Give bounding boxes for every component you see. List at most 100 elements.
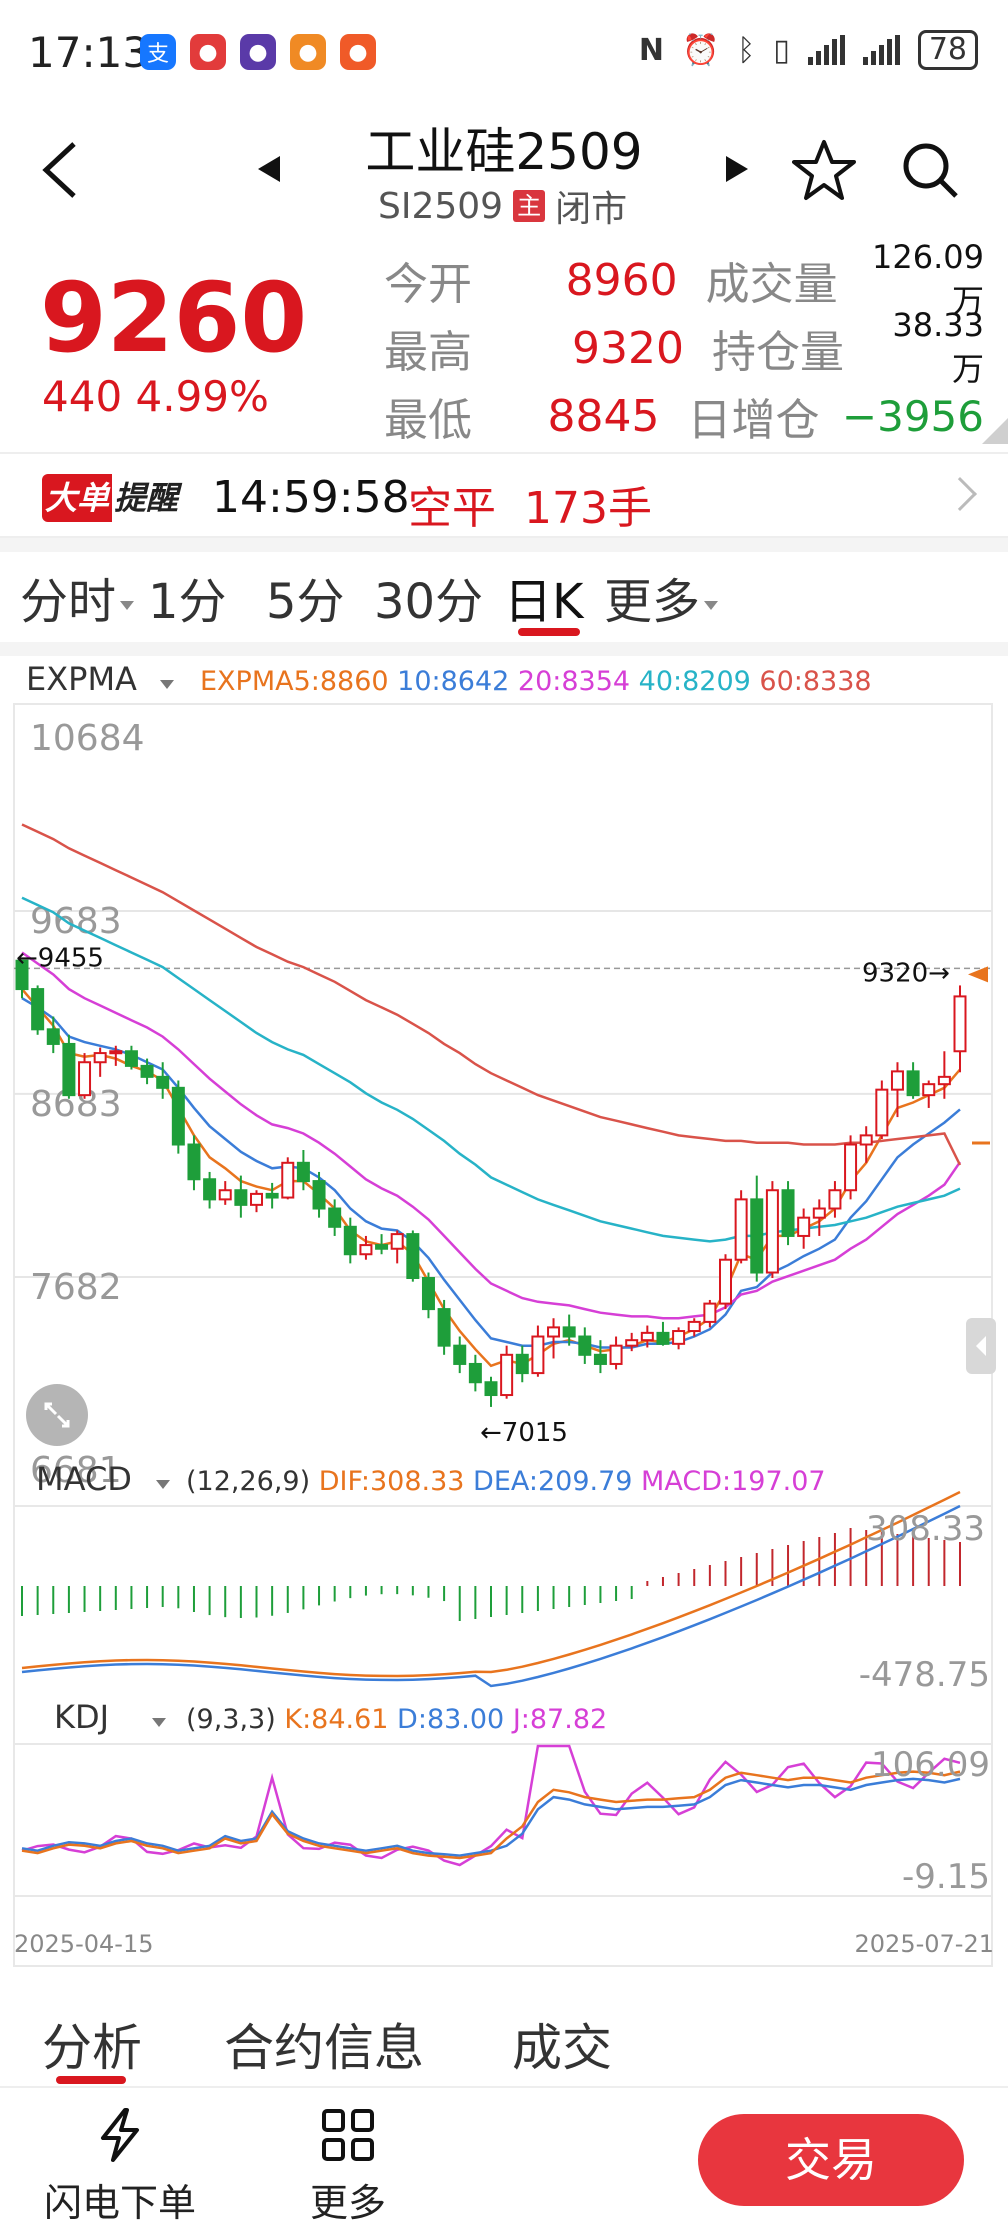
candle-body bbox=[265, 1192, 279, 1199]
next-contract-icon[interactable] bbox=[726, 156, 748, 182]
prev-contract-icon[interactable] bbox=[258, 156, 280, 182]
legend-item: MACD:197.07 bbox=[632, 1466, 825, 1497]
candle-body bbox=[406, 1233, 420, 1280]
tab-label: 30分 bbox=[374, 574, 484, 630]
quote-value: 9320 bbox=[572, 322, 684, 374]
candle-body bbox=[93, 1052, 107, 1064]
signal2-icon bbox=[862, 35, 900, 65]
candle-body bbox=[672, 1330, 686, 1345]
candle-body bbox=[187, 1143, 201, 1181]
trade-button[interactable]: 交易 bbox=[698, 2114, 964, 2206]
contract-code: SI2509 bbox=[378, 185, 504, 227]
candle-body bbox=[468, 1362, 482, 1384]
candle-body bbox=[109, 1050, 123, 1055]
bottom-tab[interactable]: 合约信息 bbox=[224, 2019, 424, 2077]
tab-period[interactable]: 更多 bbox=[604, 562, 719, 632]
candle-body bbox=[640, 1331, 654, 1342]
candle-body bbox=[687, 1320, 701, 1333]
price-change: 440 4.99% bbox=[42, 372, 269, 421]
tab-period[interactable]: 分时 bbox=[20, 562, 135, 632]
big-order-alert[interactable]: 大单 提醒 14:59:58 空平 173手 bbox=[0, 452, 1008, 538]
candle-body bbox=[875, 1088, 889, 1137]
star-icon[interactable] bbox=[792, 138, 856, 202]
legend-item: 40:8209 bbox=[630, 666, 751, 697]
expma-line-20 bbox=[21, 951, 962, 1320]
dropdown-icon bbox=[152, 1718, 166, 1727]
bottom-tab[interactable]: 成交 bbox=[512, 2019, 612, 2077]
quote-label: 成交量 bbox=[705, 259, 838, 310]
k-line bbox=[21, 1770, 961, 1860]
fullscreen-icon[interactable] bbox=[26, 1384, 88, 1446]
macd-min-label: -478.75 bbox=[859, 1655, 990, 1695]
candle-body bbox=[906, 1070, 920, 1097]
bluetooth-icon: ᛒ bbox=[737, 32, 756, 68]
app-purple-icon: ● bbox=[240, 34, 276, 70]
quote-row: 最低 8845 日增仓 −3956 bbox=[384, 382, 984, 450]
tab-period[interactable]: 5分 bbox=[266, 562, 345, 632]
tab-period[interactable]: 日K bbox=[504, 562, 583, 632]
flash-order-button[interactable]: 闪电下单 bbox=[40, 2108, 200, 2227]
dropdown-icon bbox=[704, 600, 719, 610]
kline-chart[interactable]: EXPMA EXPMA5:8860 10:8642 20:8354 40:8209… bbox=[0, 656, 1008, 1986]
indicator-name: KDJ bbox=[54, 1698, 109, 1736]
legend-item: DEA:209.79 bbox=[464, 1466, 632, 1497]
legend-item: DIF:308.33 bbox=[310, 1466, 464, 1497]
back-icon[interactable] bbox=[40, 140, 80, 200]
candle-body bbox=[890, 1070, 904, 1091]
quote-grid: 今开 8960 成交量 126.09万 最高 9320 持仓量 38.33万 最低 8845 日增仓… bbox=[384, 238, 984, 450]
alert-time: 14:59:58 bbox=[212, 472, 410, 523]
kdj-max-label: 106.09 bbox=[871, 1745, 990, 1785]
candle-body bbox=[578, 1335, 592, 1356]
status-right: N ⏰ ᛒ ▯ 78 bbox=[639, 30, 978, 70]
candle-body bbox=[78, 1061, 92, 1097]
candle-body bbox=[515, 1353, 529, 1375]
last-price: 9260 bbox=[40, 262, 308, 374]
search-icon[interactable] bbox=[900, 140, 960, 200]
candle-body bbox=[250, 1192, 263, 1206]
candle-body bbox=[625, 1339, 639, 1347]
dropdown-icon bbox=[160, 680, 174, 689]
legend-item: EXPMA5:8860 bbox=[200, 666, 389, 697]
candle-body bbox=[828, 1189, 842, 1210]
bottom-tab[interactable]: 分析 bbox=[42, 2019, 142, 2077]
candle-body bbox=[734, 1198, 748, 1261]
divider bbox=[0, 538, 1008, 552]
app-red-icon: ● bbox=[190, 34, 226, 70]
dea-line bbox=[21, 1504, 961, 1688]
quote-label: 日增仓 bbox=[687, 395, 820, 446]
candle-body bbox=[593, 1353, 607, 1365]
candle-body bbox=[812, 1207, 826, 1219]
expma-legend: EXPMA5:8860 10:8642 20:8354 40:8209 60:8… bbox=[200, 666, 872, 697]
candle-body bbox=[15, 959, 29, 991]
quote-value: 126.09万 bbox=[872, 238, 984, 320]
tab-period[interactable]: 1分 bbox=[148, 562, 227, 632]
candle-body bbox=[437, 1308, 451, 1347]
candle-body bbox=[46, 1028, 60, 1045]
date-end-label: 2025-07-21 bbox=[855, 1930, 994, 1958]
candle-body bbox=[937, 1075, 951, 1086]
corner-mark bbox=[982, 418, 1008, 444]
candle-body bbox=[703, 1302, 717, 1323]
chevron-right-icon bbox=[943, 477, 977, 511]
candle-body bbox=[484, 1381, 498, 1397]
max-annotation: 9320→ bbox=[862, 958, 950, 988]
legend-item: J:87.82 bbox=[504, 1704, 607, 1735]
tab-label: 更多 bbox=[604, 574, 701, 630]
candle-body bbox=[328, 1207, 342, 1228]
candle-body bbox=[797, 1216, 811, 1237]
y-tick-label: 6681 bbox=[30, 1450, 122, 1491]
period-tabs: 分时 1分 5分 30分 日K 更多 bbox=[0, 556, 1008, 642]
app-orange2-icon: ● bbox=[340, 34, 376, 70]
candle-body bbox=[156, 1075, 170, 1089]
candle-body bbox=[62, 1042, 76, 1097]
quote-row: 今开 8960 成交量 126.09万 bbox=[384, 238, 984, 320]
alert-badge-left: 大单 bbox=[42, 474, 112, 522]
tab-period[interactable]: 30分 bbox=[374, 562, 483, 632]
drag-handle[interactable] bbox=[966, 1318, 996, 1374]
legend-item: (12,26,9) bbox=[186, 1466, 310, 1497]
notification-icons: 支 ● ● ● ● bbox=[140, 34, 376, 70]
more-button[interactable]: 更多 bbox=[278, 2108, 418, 2227]
indicator-name: EXPMA bbox=[26, 660, 137, 698]
price-marker-icon bbox=[968, 966, 988, 983]
candle-body bbox=[421, 1277, 435, 1311]
